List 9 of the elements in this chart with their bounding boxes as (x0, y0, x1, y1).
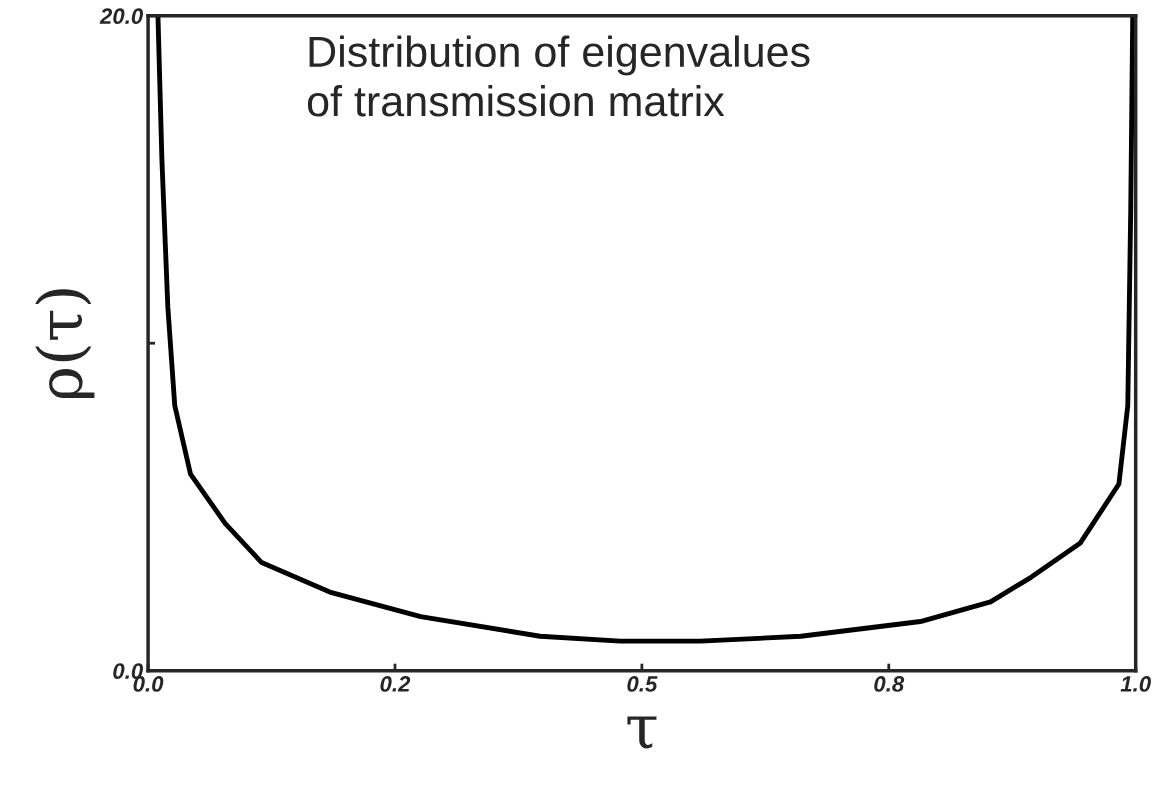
x-tick-label: 0.8 (874, 676, 905, 692)
x-tick-label: 0.2 (380, 676, 411, 692)
x-tick-label: 1.0 (1120, 676, 1151, 692)
annotation: Distribution of eigenvalues of transmission matrix (307, 35, 810, 117)
y-tick-label: 20.0 (99, 8, 144, 25)
y-axis-title: ρ(τ) (35, 289, 95, 399)
x-tick-label: 0.5 (627, 676, 658, 692)
line-series (155, 15, 1136, 644)
x-axis-title: τ (627, 716, 657, 749)
